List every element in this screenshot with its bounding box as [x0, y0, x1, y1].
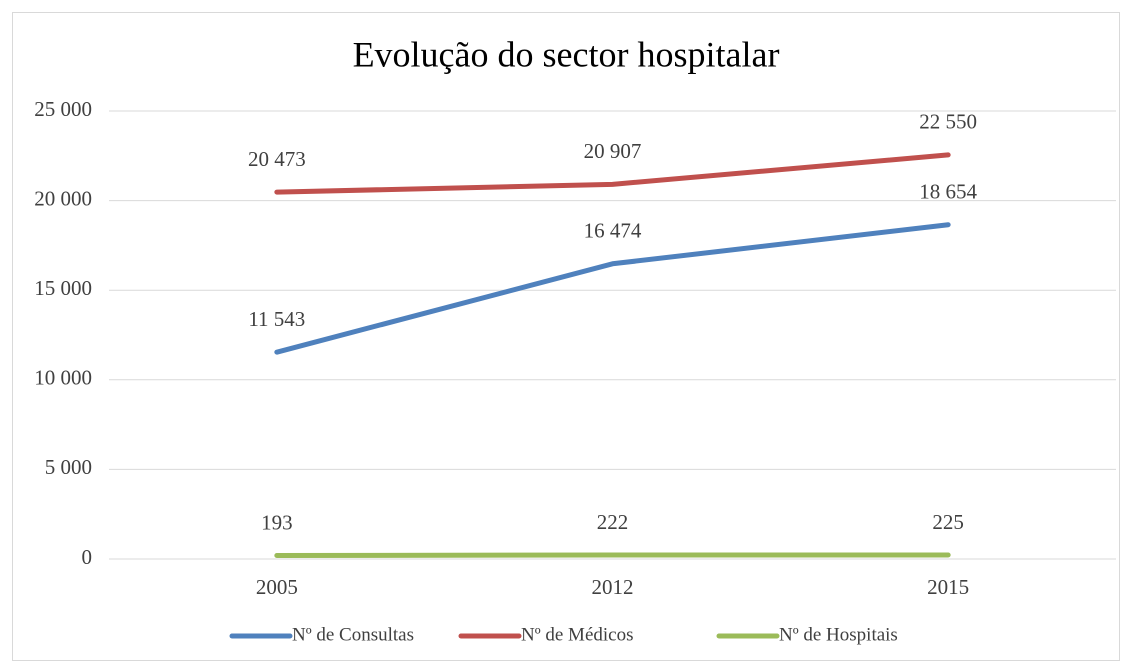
series-line: [274, 552, 951, 559]
data-label: 18 654: [919, 180, 977, 204]
series-line: [274, 222, 951, 355]
series-line: [274, 152, 951, 195]
data-label: 20 907: [584, 139, 642, 163]
legend-label: Nº de Médicos: [521, 624, 633, 645]
x-tick-label: 2015: [927, 575, 969, 599]
data-label: 11 543: [248, 307, 305, 331]
data-label: 16 474: [584, 219, 642, 243]
y-tick-label: 10 000: [34, 366, 92, 390]
chart-title: Evolução do sector hospitalar: [353, 34, 780, 74]
legend-label: Nº de Consultas: [292, 624, 414, 645]
y-tick-label: 15 000: [34, 276, 92, 300]
y-tick-label: 20 000: [34, 186, 92, 210]
y-tick-label: 25 000: [34, 97, 92, 121]
data-label: 222: [597, 510, 629, 534]
y-tick-label: 0: [82, 545, 93, 569]
data-label: 20 473: [248, 147, 306, 171]
data-label: 22 550: [919, 110, 977, 134]
y-tick-label: 5 000: [45, 455, 92, 479]
legend-label: Nº de Hospitais: [779, 624, 898, 645]
data-label: 193: [261, 510, 293, 534]
x-tick-label: 2012: [592, 575, 634, 599]
data-label: 225: [932, 510, 964, 534]
x-tick-label: 2005: [256, 575, 298, 599]
